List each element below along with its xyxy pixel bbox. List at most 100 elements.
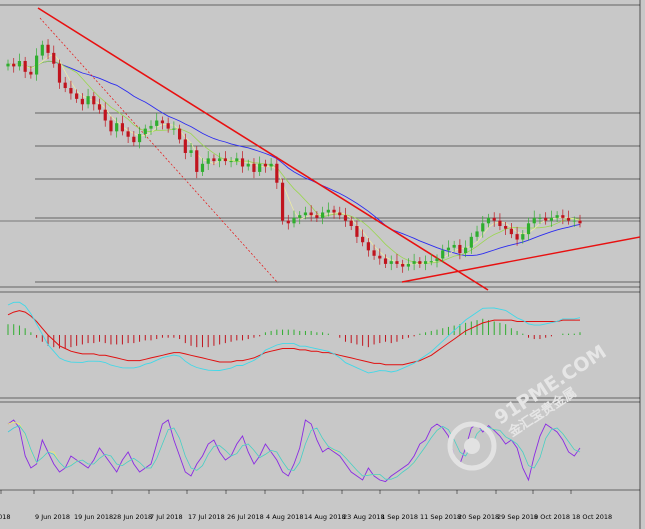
candle-body: [115, 123, 119, 132]
candle-body: [35, 55, 39, 75]
candle-body: [195, 150, 199, 172]
candle-body: [435, 258, 439, 262]
candle-body: [526, 223, 531, 235]
candle-body: [46, 44, 50, 53]
watermark-logo-icon: [447, 421, 497, 471]
candle-body: [183, 139, 187, 153]
x-tick-label: 1 Sep 2018: [381, 513, 418, 521]
candle-body: [92, 96, 96, 105]
candle-body: [189, 150, 193, 153]
x-tick-label: 26 Jul 2018: [227, 513, 264, 521]
x-tick-label: 29 Sep 2018: [497, 513, 538, 521]
candle-body: [532, 217, 536, 224]
x-tick-label: 28 Jun 2018: [113, 513, 152, 521]
candle-body: [486, 217, 491, 224]
candle-body: [389, 261, 393, 264]
candle-body: [401, 263, 405, 267]
candle-body: [492, 217, 496, 221]
x-tick-label: 14 Aug 2018: [304, 513, 346, 521]
candle-body: [332, 209, 336, 213]
x-tick-label: 17 Jul 2018: [188, 513, 225, 521]
candle-body: [57, 63, 62, 83]
candle-body: [69, 88, 73, 94]
candle-body: [137, 134, 142, 143]
ma-mid-line: [7, 60, 581, 264]
candle-body: [103, 109, 107, 121]
candle-body: [446, 247, 451, 251]
candle-body: [120, 123, 124, 132]
candle-body: [561, 215, 565, 218]
candle-body: [366, 242, 370, 251]
candle-body: [29, 71, 33, 75]
candle-body: [355, 226, 359, 237]
candle-body: [235, 158, 239, 162]
candle-body: [361, 236, 365, 243]
candle-body: [109, 120, 113, 132]
candle-body: [429, 261, 433, 263]
candle-body: [566, 217, 571, 221]
candle-body: [240, 158, 245, 167]
candle-body: [126, 131, 130, 137]
candle-body: [172, 128, 176, 130]
candle-body: [383, 258, 388, 264]
x-tick-label: 11 Sep 2018: [420, 513, 461, 521]
candle-body: [63, 82, 67, 89]
candle-body: [452, 244, 456, 248]
candle-body: [160, 120, 165, 124]
x-tick-label: 9 Oct 2018: [534, 513, 570, 521]
candle-body: [132, 136, 136, 143]
ma-slow-line: [7, 60, 581, 257]
candle-body: [412, 261, 416, 264]
price-panel: [6, 7, 641, 291]
candle-body: [223, 158, 227, 162]
candle-body: [23, 60, 27, 72]
candle-body: [286, 220, 290, 224]
candle-body: [212, 158, 216, 162]
x-tick-label: 18 Oct 2018: [572, 513, 612, 521]
dashed-channel-line: [39, 17, 279, 284]
candle-body: [166, 123, 170, 129]
candle-body: [97, 104, 102, 110]
candle-body: [269, 163, 273, 167]
candle-body: [481, 223, 485, 232]
macd-main-line: [7, 301, 581, 374]
candle-body: [418, 261, 422, 264]
candle-body: [504, 226, 508, 229]
candle-body: [246, 163, 250, 167]
x-tick-label: 9 Jun 2018: [35, 513, 70, 521]
candle-body: [17, 60, 22, 67]
downtrend-line: [37, 7, 489, 291]
uptrend-line: [401, 236, 641, 283]
candle-body: [80, 98, 84, 105]
candle-body: [200, 163, 205, 172]
candle-body: [378, 255, 382, 259]
candle-body: [515, 234, 519, 240]
candle-body: [155, 120, 159, 126]
candle-body: [326, 209, 330, 213]
candle-body: [406, 263, 410, 267]
candle-body: [509, 228, 513, 235]
candle-body: [555, 215, 559, 218]
macd-panel: [7, 301, 581, 374]
candle-body: [275, 163, 279, 183]
candle-body: [549, 217, 553, 221]
candle-body: [252, 163, 256, 172]
candle-body: [263, 163, 267, 167]
candle-body: [309, 212, 313, 216]
watermark-logo-dot-icon: [464, 438, 480, 454]
candle-body: [423, 261, 428, 264]
candle-body: [458, 244, 462, 254]
candle-body: [280, 182, 285, 221]
candle-body: [315, 215, 319, 218]
candle-body: [572, 220, 576, 222]
candle-body: [372, 250, 376, 256]
x-tick-label: 2018: [0, 513, 11, 521]
candle-body: [52, 52, 56, 64]
candle-body: [338, 212, 342, 216]
candle-body: [544, 217, 548, 221]
candle-body: [258, 163, 262, 172]
candle-body: [178, 128, 182, 140]
